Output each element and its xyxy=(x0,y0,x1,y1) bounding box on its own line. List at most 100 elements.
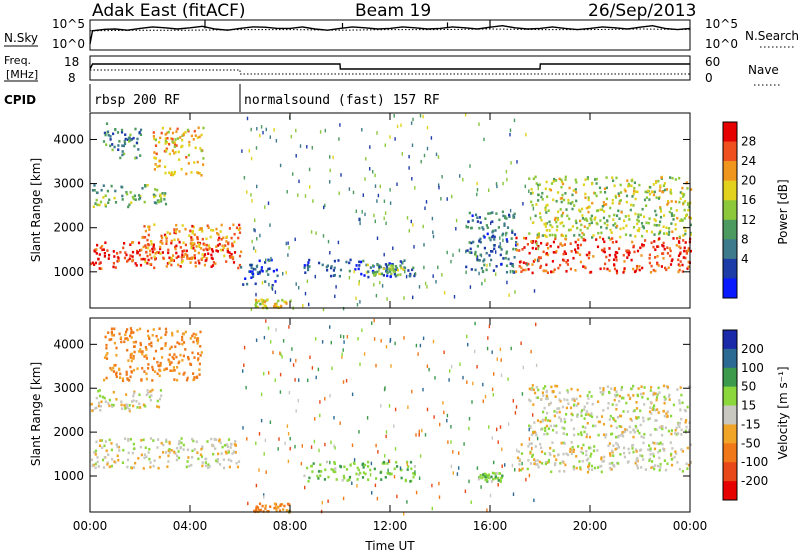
g-vel-cell-6-309 xyxy=(544,416,547,420)
g-power-cell-10-325 xyxy=(561,197,564,200)
g-vel-cell-1-16 xyxy=(101,395,104,399)
g-power-scatter-168 xyxy=(268,282,270,287)
g-power-cell-3-14 xyxy=(113,145,116,149)
g-power-cell-10-335 xyxy=(587,206,590,209)
g-vel-scatter-72 xyxy=(407,405,409,409)
g-power-scatter-66 xyxy=(537,246,540,251)
g-vel-cell-5-61 xyxy=(575,455,578,458)
g-vel-cell-2-129 xyxy=(132,341,135,344)
g-vel-cell-6-152 xyxy=(594,424,597,428)
g-power-cell-10-93 xyxy=(620,191,623,194)
g-vel-cell-0-145 xyxy=(232,450,236,453)
g-power-cell-2-57 xyxy=(104,203,107,207)
g-vel-scatter-60 xyxy=(535,322,537,327)
g-power-cell-2-48 xyxy=(107,201,110,204)
g-vel-cell-0-70 xyxy=(168,451,171,454)
g-vel-cell-5-11 xyxy=(571,449,574,452)
g-vel-cell-3-86 xyxy=(407,465,410,468)
g-power-cell-1-10 xyxy=(168,256,171,260)
g-vel-cell-6-137 xyxy=(572,397,575,401)
g-power-cell-8-54 xyxy=(486,232,489,236)
g-power-cell-2-46 xyxy=(92,205,95,208)
g-power-cell-9-0 xyxy=(563,250,566,253)
g-power-cell-2-12 xyxy=(153,201,156,204)
g-vel-cell-6-319 xyxy=(597,433,600,437)
g-vel-scatter-28 xyxy=(383,387,386,392)
g-power-scatter-98 xyxy=(358,282,360,286)
g-vel-cell-2-146 xyxy=(111,334,114,337)
g-power-scatter-172 xyxy=(419,114,422,118)
g-vel-cell-4-16 xyxy=(486,474,489,477)
g-power-cell-10-338 xyxy=(637,215,640,219)
g-vel-cell-2-99 xyxy=(143,370,146,373)
g-power-scatter-169 xyxy=(340,173,342,177)
g-power-cell-5-27 xyxy=(267,267,270,271)
g-power-cell-9-176 xyxy=(677,270,680,274)
g-vel-cell-0-162 xyxy=(116,445,119,449)
g-vel-cell-2-87 xyxy=(113,364,116,367)
g-power-scatter-199 xyxy=(432,234,435,239)
g-vel-cell-6-317 xyxy=(658,391,661,394)
g-power-cell-10-57 xyxy=(534,175,537,179)
g-power-cbar-tick-5: 8 xyxy=(741,232,749,246)
g-power-cbar-tick-0: 28 xyxy=(741,135,756,149)
g-power-cell-0-149 xyxy=(157,251,161,254)
g-power-cell-0-51 xyxy=(102,248,105,251)
g-vel-cell-5-37 xyxy=(647,448,650,451)
g-power-cell-0-106 xyxy=(151,247,154,251)
g-power-cell-2-64 xyxy=(153,195,156,199)
g-vel-scatter-66 xyxy=(446,413,449,418)
g-vel-scatter-17 xyxy=(399,466,402,470)
g-power-cell-8-25 xyxy=(483,263,486,267)
g-power-cell-7-26 xyxy=(374,273,377,276)
g-power-cell-0-34 xyxy=(106,249,109,252)
g-vel-cell-1-11 xyxy=(132,394,135,398)
g-power-cell-1-137 xyxy=(197,251,200,255)
g-vel-cell-6-127 xyxy=(548,403,551,407)
g-power-cell-10-5 xyxy=(625,194,629,198)
g-vel-cell-1-6 xyxy=(148,395,151,399)
g-vel-cell-6-92 xyxy=(529,399,532,403)
g-power-cell-9-147 xyxy=(677,254,681,257)
g-vel-cell-0-20 xyxy=(228,465,231,469)
g-power-cell-1-23 xyxy=(220,223,223,227)
g-vel-cell-2-2 xyxy=(196,358,200,362)
g-vel-cell-6-251 xyxy=(530,388,533,391)
g-vel-cell-6-279 xyxy=(614,393,617,397)
g-vel-scatter-172 xyxy=(488,324,491,329)
g-vel-cell-2-11 xyxy=(196,342,199,345)
g-power-cell-10-231 xyxy=(636,222,639,226)
g-power-cell-8-96 xyxy=(476,216,479,219)
g-vel-cell-6-350 xyxy=(546,432,549,436)
g-vel-cell-2-73 xyxy=(103,378,106,382)
g-vel-cell-3-85 xyxy=(379,471,382,474)
g-power-cell-6-24 xyxy=(330,266,333,270)
g-power-cell-1-33 xyxy=(228,251,231,254)
g-power-cell-1-81 xyxy=(223,254,226,258)
g-power-cell-11-31 xyxy=(261,302,264,306)
g-vel-cell-2-134 xyxy=(110,338,113,341)
g-power-scatter-196 xyxy=(516,160,518,164)
g-power-cell-0-1 xyxy=(101,248,104,252)
g-power-scatter-107 xyxy=(376,236,379,240)
g-vel-cell-0-25 xyxy=(140,453,143,457)
g-power-cell-10-329 xyxy=(588,224,591,227)
g-power-cell-10-152 xyxy=(637,213,640,216)
g-power-cell-10-361 xyxy=(659,210,663,213)
g-vel-cell-6-271 xyxy=(618,425,621,428)
g-power-scatter-147 xyxy=(490,221,492,225)
g-vel-cell-6-90 xyxy=(616,393,619,397)
g-power-cell-10-394 xyxy=(564,178,567,181)
g-vel-cell-5-0 xyxy=(579,467,582,471)
g-power-scatter-103 xyxy=(285,271,287,275)
g-vel-cell-7-33 xyxy=(288,503,291,507)
g-vel-cell-5-28 xyxy=(529,451,532,455)
g-power-cell-1-51 xyxy=(233,232,236,236)
g-power-cell-10-252 xyxy=(552,180,555,183)
g-power-cell-10-51 xyxy=(557,191,560,194)
g-power-scatter-115 xyxy=(298,179,300,184)
g-power-cell-9-80 xyxy=(622,271,625,274)
g-power-cell-6-3 xyxy=(349,258,352,262)
g-power-scatter-90 xyxy=(260,125,263,129)
